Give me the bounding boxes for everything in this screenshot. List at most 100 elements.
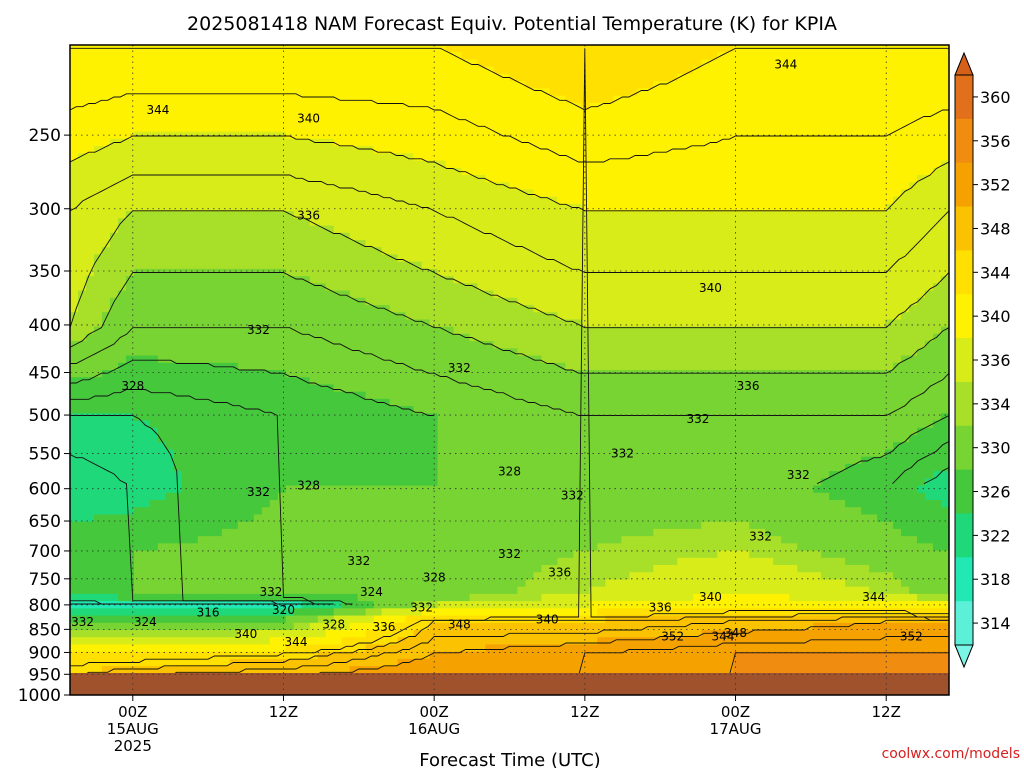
field-cell xyxy=(469,398,479,407)
field-cell xyxy=(429,593,439,602)
field-cell xyxy=(261,521,271,530)
field-cell xyxy=(397,543,407,552)
field-cell xyxy=(373,290,383,299)
field-cell xyxy=(373,182,383,191)
field-cell xyxy=(221,608,231,617)
field-cell xyxy=(93,608,103,617)
field-cell xyxy=(101,276,111,284)
field-cell xyxy=(293,384,303,393)
field-cell xyxy=(397,167,407,176)
field-cell xyxy=(485,550,495,559)
field-cell xyxy=(397,492,407,501)
field-cell xyxy=(373,615,383,624)
field-cell xyxy=(77,492,87,501)
field-cell xyxy=(285,557,295,566)
field-cell xyxy=(349,630,359,638)
field-cell xyxy=(301,131,311,140)
field-cell xyxy=(213,615,223,624)
field-cell xyxy=(269,406,279,414)
field-cell xyxy=(437,492,447,501)
field-cell xyxy=(509,283,519,292)
field-cell xyxy=(101,572,111,581)
field-cell xyxy=(453,73,463,82)
field-cell xyxy=(285,283,295,292)
field-cell xyxy=(469,413,479,422)
field-cell xyxy=(189,167,199,176)
field-cell xyxy=(421,167,431,176)
field-cell xyxy=(285,218,295,227)
field-cell xyxy=(205,471,215,479)
field-cell xyxy=(301,579,311,588)
field-cell xyxy=(165,593,175,602)
field-cell xyxy=(229,319,239,328)
field-cell xyxy=(309,391,319,400)
field-cell xyxy=(141,138,151,147)
field-cell xyxy=(485,406,495,414)
field-cell xyxy=(293,66,303,75)
field-cell xyxy=(229,117,239,126)
field-cell xyxy=(445,247,455,256)
field-cell xyxy=(365,146,375,154)
field-cell xyxy=(341,131,351,140)
field-cell xyxy=(205,102,215,111)
field-cell xyxy=(453,167,463,176)
field-cell xyxy=(349,463,359,472)
field-cell xyxy=(421,66,431,75)
field-cell xyxy=(293,182,303,191)
field-cell xyxy=(413,608,423,617)
field-cell xyxy=(237,88,247,97)
field-cell xyxy=(141,167,151,176)
field-cell xyxy=(349,348,359,357)
field-cell xyxy=(125,240,135,248)
field-cell xyxy=(461,232,471,241)
field-cell xyxy=(445,572,455,581)
field-cell xyxy=(285,160,295,169)
field-cell xyxy=(141,247,151,256)
field-cell xyxy=(493,471,503,479)
field-cell xyxy=(197,305,207,313)
field-cell xyxy=(189,283,199,292)
field-cell xyxy=(373,247,383,256)
field-cell xyxy=(381,110,391,118)
field-cell xyxy=(253,175,263,183)
field-cell xyxy=(181,622,191,631)
field-cell xyxy=(101,398,111,407)
field-cell xyxy=(93,355,103,364)
field-cell xyxy=(493,644,503,653)
field-cell xyxy=(77,384,87,393)
field-cell xyxy=(205,283,215,292)
field-cell xyxy=(285,478,295,487)
field-cell xyxy=(277,500,287,508)
field-cell xyxy=(301,73,311,82)
field-cell xyxy=(413,333,423,342)
field-cell xyxy=(493,196,503,205)
field-cell xyxy=(325,59,335,68)
field-cell xyxy=(397,175,407,183)
field-cell xyxy=(501,305,511,313)
field-cell xyxy=(205,117,215,126)
field-cell xyxy=(261,225,271,234)
field-cell xyxy=(157,536,167,544)
field-cell xyxy=(261,615,271,624)
field-cell xyxy=(165,507,175,516)
field-cell xyxy=(221,413,231,422)
field-cell xyxy=(333,427,343,436)
field-cell xyxy=(181,355,191,364)
field-cell xyxy=(333,138,343,147)
field-cell xyxy=(277,370,287,378)
field-cell xyxy=(245,485,255,494)
field-cell xyxy=(317,514,327,523)
field-cell xyxy=(269,203,279,212)
field-cell xyxy=(125,536,135,544)
field-cell xyxy=(277,232,287,241)
field-cell xyxy=(349,110,359,118)
field-cell xyxy=(181,153,191,162)
field-cell xyxy=(333,514,343,523)
field-cell xyxy=(413,160,423,169)
field-cell xyxy=(93,247,103,256)
field-cell xyxy=(309,471,319,479)
field-cell xyxy=(381,189,391,198)
field-cell xyxy=(101,420,111,429)
field-cell xyxy=(453,579,463,588)
field-cell xyxy=(253,593,263,602)
